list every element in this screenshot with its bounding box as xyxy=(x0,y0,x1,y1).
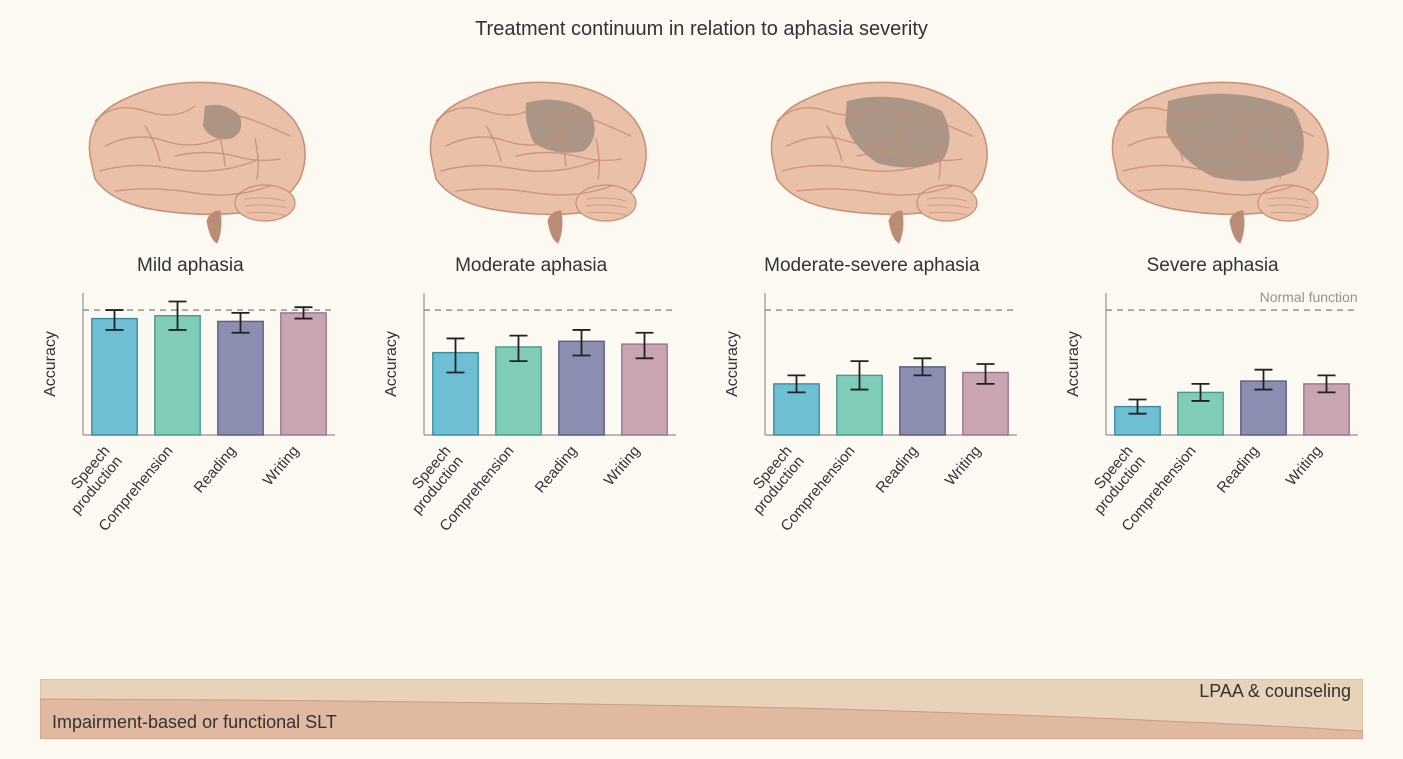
svg-text:Accuracy: Accuracy xyxy=(42,331,59,397)
accuracy-chart: AccuracySpeechproductionComprehensionRea… xyxy=(717,285,1027,535)
svg-text:Writing: Writing xyxy=(942,443,985,489)
brain-illustration xyxy=(396,61,666,251)
page-title: Treatment continuum in relation to aphas… xyxy=(0,0,1403,41)
severity-panel: Severe aphasia AccuracySpeechproductionCo… xyxy=(1058,61,1368,535)
svg-text:Reading: Reading xyxy=(191,443,240,497)
accuracy-chart: AccuracySpeechproductionComprehensionRea… xyxy=(1058,285,1368,535)
accuracy-chart: AccuracySpeechproductionComprehensionRea… xyxy=(35,285,345,535)
svg-text:Reading: Reading xyxy=(532,443,581,497)
brain-illustration xyxy=(737,61,1007,251)
panel-title: Severe aphasia xyxy=(1147,255,1279,277)
svg-text:Writing: Writing xyxy=(260,443,303,489)
svg-text:Reading: Reading xyxy=(1213,443,1262,497)
svg-text:Reading: Reading xyxy=(872,443,921,497)
svg-text:Accuracy: Accuracy xyxy=(724,331,741,397)
continuum-right-label: LPAA & counseling xyxy=(1199,681,1351,702)
severity-panel: Mild aphasia AccuracySpeechproductionComp… xyxy=(35,61,345,535)
brain-illustration xyxy=(1078,61,1348,251)
panel-title: Moderate-severe aphasia xyxy=(764,255,979,277)
continuum-left-label: Impairment-based or functional SLT xyxy=(52,712,337,733)
svg-text:Writing: Writing xyxy=(1282,443,1325,489)
normal-function-label: Normal function xyxy=(1260,289,1358,305)
svg-text:Writing: Writing xyxy=(601,443,644,489)
severity-panel: Moderate-severe aphasia AccuracySpeechpro… xyxy=(717,61,1027,535)
treatment-continuum: Impairment-based or functional SLT LPAA … xyxy=(40,679,1363,739)
brain-illustration xyxy=(55,61,325,251)
svg-text:Accuracy: Accuracy xyxy=(1065,331,1082,397)
severity-panel: Moderate aphasia AccuracySpeechproduction… xyxy=(376,61,686,535)
svg-text:Accuracy: Accuracy xyxy=(383,331,400,397)
panel-title: Mild aphasia xyxy=(137,255,244,277)
accuracy-chart: AccuracySpeechproductionComprehensionRea… xyxy=(376,285,686,535)
panels-row: Mild aphasia AccuracySpeechproductionComp… xyxy=(0,61,1403,535)
panel-title: Moderate aphasia xyxy=(455,255,607,277)
